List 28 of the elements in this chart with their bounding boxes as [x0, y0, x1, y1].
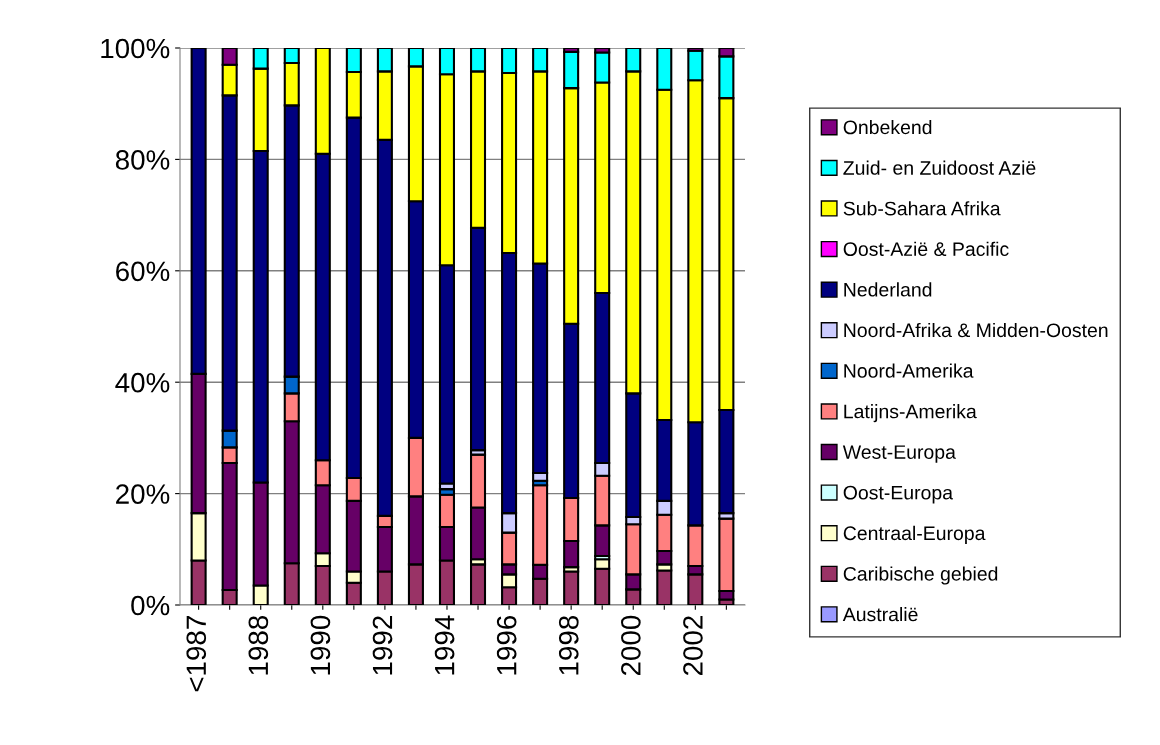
x-tick-label: 2002: [683, 616, 703, 676]
x-tick-label: 2000: [621, 615, 641, 676]
y-tick-label: 100%: [101, 38, 170, 59]
x-tick-label: 1998: [558, 615, 579, 675]
x-tick-label: 1996: [496, 615, 517, 675]
legend-label: Noord-Afrika & Midden-Oosten: [844, 322, 1108, 338]
x-tick-label: 1992: [372, 616, 393, 675]
y-tick-label: 80%: [115, 150, 170, 170]
legend-label: Centraal-Europa: [843, 525, 986, 544]
legend-label: Latijns-Amerika: [844, 404, 977, 423]
legend-label: Oost-Europa: [843, 485, 954, 504]
x-tick-label: 1988: [248, 615, 269, 675]
legend-label: Onbekend: [843, 119, 932, 135]
y-tick-label: 0%: [131, 595, 170, 616]
legend-label: Caribische gebied: [843, 566, 998, 585]
y-tick-label: 20%: [116, 484, 170, 504]
legend-label: Noord-Amerika: [844, 363, 974, 378]
legend-label: Nederland: [844, 282, 932, 297]
legend-label: Oost-Azië & Pacific: [843, 241, 1009, 256]
legend-label: West-Europa: [842, 445, 956, 463]
x-tick-label: 1990: [310, 615, 331, 675]
legend-label: Zuid- en Zuidoost Azië: [843, 160, 1036, 175]
y-tick-label: 40%: [115, 372, 170, 393]
y-tick-label: 60%: [116, 261, 170, 282]
x-tick-label: 1994: [434, 615, 455, 675]
legend-label: Sub-Sahara Afrika: [843, 201, 1001, 216]
legend-label: Australië: [842, 607, 918, 622]
x-tick-label: <1987: [186, 616, 207, 692]
